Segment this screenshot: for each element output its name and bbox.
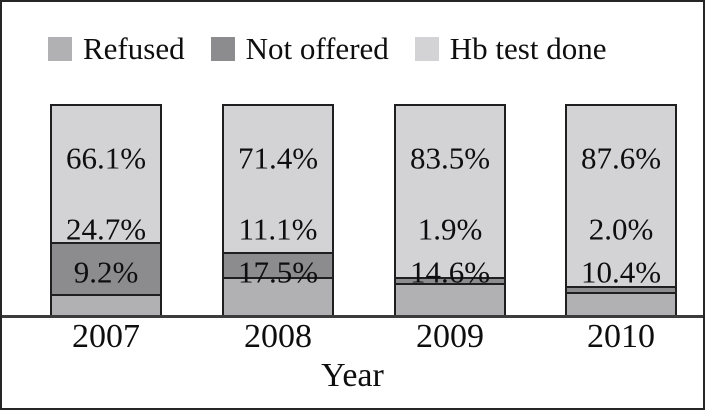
segment-refused — [567, 291, 675, 315]
data-label-hb-test-done: 87.6% — [580, 140, 662, 176]
bar-group-2008: 71.4% 11.1% 17.5% — [222, 104, 334, 317]
data-label-hb-test-done: 71.4% — [237, 140, 319, 176]
segment-not-offered — [396, 277, 504, 284]
stacked-bar — [394, 104, 506, 317]
legend-label-hb-test-done: Hb test done — [449, 31, 607, 66]
x-axis-line — [2, 315, 703, 318]
data-label-not-offered: 11.1% — [238, 211, 318, 247]
segment-not-offered — [52, 241, 160, 295]
data-label-refused: 14.6% — [409, 254, 491, 290]
legend-item-refused: Refused — [48, 33, 185, 64]
segment-not-offered — [224, 252, 332, 278]
x-tick-label-2009: 2009 — [416, 318, 484, 355]
data-label-refused: 10.4% — [580, 254, 662, 290]
bar-group-2009: 83.5% 1.9% 14.6% — [394, 104, 506, 317]
x-tick-label-2007: 2007 — [72, 318, 140, 355]
bar-group-2010: 87.6% 2.0% 10.4% — [565, 104, 677, 317]
stacked-bar — [50, 104, 162, 317]
data-label-not-offered: 2.0% — [588, 211, 654, 247]
stacked-bar — [222, 104, 334, 317]
data-label-refused: 17.5% — [237, 254, 319, 290]
legend-swatch-not-offered — [210, 36, 235, 61]
segment-hb-test-done — [567, 106, 675, 286]
segment-not-offered — [567, 285, 675, 292]
segment-refused — [224, 277, 332, 315]
legend-item-not-offered: Not offered — [210, 31, 389, 66]
legend-label-not-offered: Not offered — [245, 31, 389, 66]
x-tick-label-2010: 2010 — [587, 318, 655, 355]
data-label-hb-test-done: 83.5% — [409, 140, 491, 176]
stacked-bar — [565, 104, 677, 317]
plot-area: 66.1% 24.7% 9.2% 71.4% 11.1% 17.5% 83.5% 1.9% 14… — [2, 104, 703, 317]
x-tick-label-2008: 2008 — [244, 318, 312, 355]
segment-hb-test-done — [52, 106, 160, 242]
legend-swatch-hb-test-done — [414, 36, 439, 61]
segment-refused — [52, 294, 160, 315]
data-label-refused: 9.2% — [73, 254, 139, 290]
legend-label-refused: Refused — [83, 31, 185, 66]
data-label-hb-test-done: 66.1% — [65, 140, 147, 176]
legend-swatch-refused — [48, 36, 72, 61]
legend-item-hb-test-done: Hb test done — [414, 31, 607, 66]
bar-group-2007: 66.1% 24.7% 9.2% — [50, 104, 162, 317]
data-label-not-offered: 1.9% — [417, 211, 483, 247]
x-axis-title: Year — [321, 357, 384, 394]
segment-refused — [396, 283, 504, 315]
data-label-not-offered: 24.7% — [65, 211, 147, 247]
segment-hb-test-done — [396, 106, 504, 278]
legend: Refused Not offered Hb test done — [48, 33, 606, 64]
segment-hb-test-done — [224, 106, 332, 253]
